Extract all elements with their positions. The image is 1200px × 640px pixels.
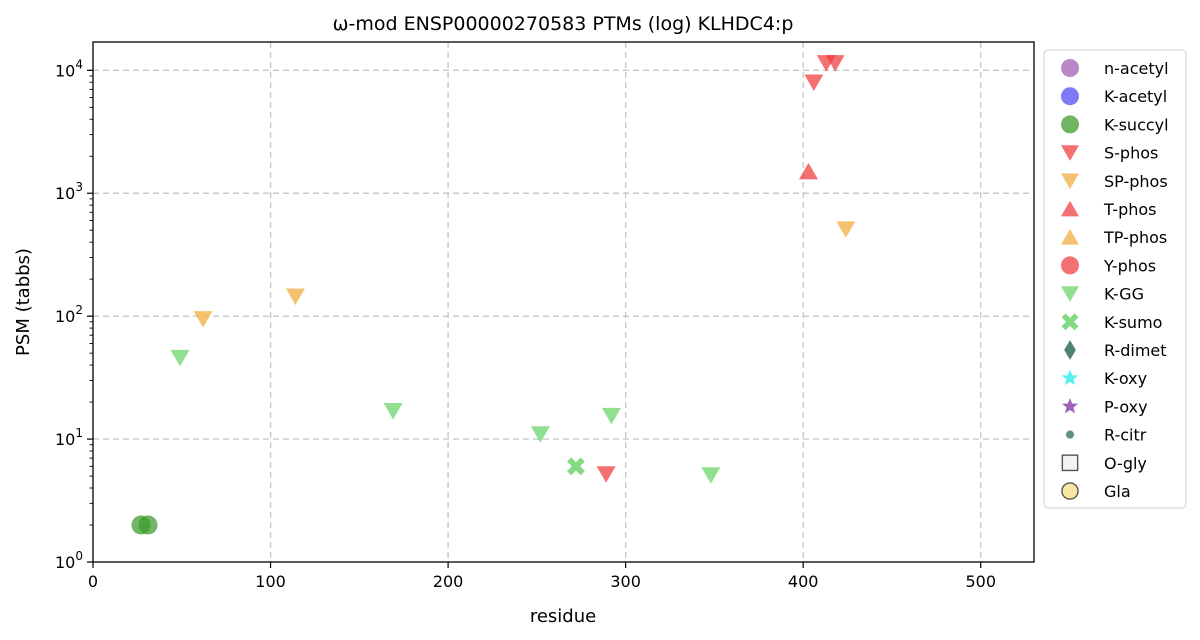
x-tick-label: 300 (610, 572, 641, 591)
data-point-k-gg (530, 426, 550, 443)
data-point-s-phos (596, 466, 616, 483)
data-point-t-phos (799, 162, 819, 180)
legend-label: K-oxy (1104, 369, 1147, 388)
data-point-k-succyl (138, 515, 158, 535)
data-point-s-phos (825, 55, 845, 72)
data-points (131, 55, 856, 535)
data-point-k-sumo (567, 457, 585, 476)
y-tick-label: 102 (55, 303, 83, 326)
y-tick-label: 104 (55, 57, 83, 80)
y-tick-label: 100 (55, 549, 83, 572)
x-tick-label: 0 (88, 572, 98, 591)
data-point-k-gg (601, 407, 621, 425)
data-point-k-gg (170, 349, 190, 367)
x-tick-label: 100 (255, 572, 286, 591)
legend-marker-k-sumo (1061, 313, 1079, 331)
legend: n-acetyl K-acetyl K-succyl S-phos SP-phos T-p… (1043, 49, 1187, 509)
legend-marker-k-acetyl (1061, 87, 1079, 106)
legend-label: R-dimet (1104, 341, 1167, 360)
legend-label: SP-phos (1104, 172, 1168, 191)
legend-label: K-GG (1104, 285, 1144, 304)
legend-marker-r-citr (1065, 430, 1075, 439)
data-point-sp-phos (193, 311, 213, 328)
legend-marker-y-phos (1061, 256, 1079, 275)
legend-marker-s-phos (1061, 145, 1079, 161)
legend-label: K-sumo (1104, 313, 1162, 332)
legend-marker-r-dimet (1064, 340, 1076, 360)
data-point-s-phos (804, 74, 824, 91)
data-point-k-gg (383, 402, 403, 420)
legend-marker-n-acetyl (1061, 59, 1079, 77)
legend-label: S-phos (1104, 144, 1158, 163)
legend-marker-k-gg (1061, 286, 1079, 302)
legend-label: P-oxy (1104, 397, 1148, 416)
legend-marker-sp-phos (1061, 173, 1079, 190)
legend-marker-o-gly (1061, 454, 1079, 472)
x-tick-label: 200 (433, 572, 464, 591)
axis-ticks: 0 100 200 300 400 500 100 101 102 103 104 (55, 57, 996, 591)
legend-marker-t-phos (1061, 200, 1079, 217)
data-point-k-gg (701, 467, 721, 484)
legend-label: R-citr (1104, 426, 1147, 445)
legend-marker-p-oxy (1061, 397, 1079, 414)
x-tick-label: 500 (965, 572, 996, 591)
chart-title: ω-mod ENSP00000270583 PTMs (log) KLHDC4:… (333, 13, 794, 35)
legend-label: Y-phos (1103, 256, 1156, 275)
data-point-sp-phos (836, 221, 856, 238)
legend-label: O-gly (1104, 454, 1147, 473)
data-point-sp-phos (285, 288, 305, 306)
legend-label: K-acetyl (1104, 87, 1167, 106)
x-axis-title: residue (530, 606, 596, 627)
legend-marker-tp-phos (1061, 228, 1079, 245)
y-tick-label: 101 (55, 426, 83, 449)
plot-area-frame (92, 41, 1035, 563)
legend-label: K-succyl (1104, 115, 1169, 134)
legend-label: n-acetyl (1104, 59, 1169, 78)
legend-label: Gla (1104, 482, 1131, 501)
legend-label: TP-phos (1103, 228, 1167, 247)
legend-marker-k-succyl (1061, 115, 1079, 134)
x-tick-label: 400 (788, 572, 819, 591)
y-tick-label: 103 (55, 180, 83, 203)
legend-marker-k-oxy (1061, 369, 1079, 386)
legend-label: T-phos (1103, 200, 1157, 219)
grid-lines (93, 42, 1034, 562)
legend-frame (1043, 49, 1187, 509)
legend-marker-gla (1061, 482, 1079, 500)
y-axis-title: PSM (tabbs) (13, 248, 34, 356)
